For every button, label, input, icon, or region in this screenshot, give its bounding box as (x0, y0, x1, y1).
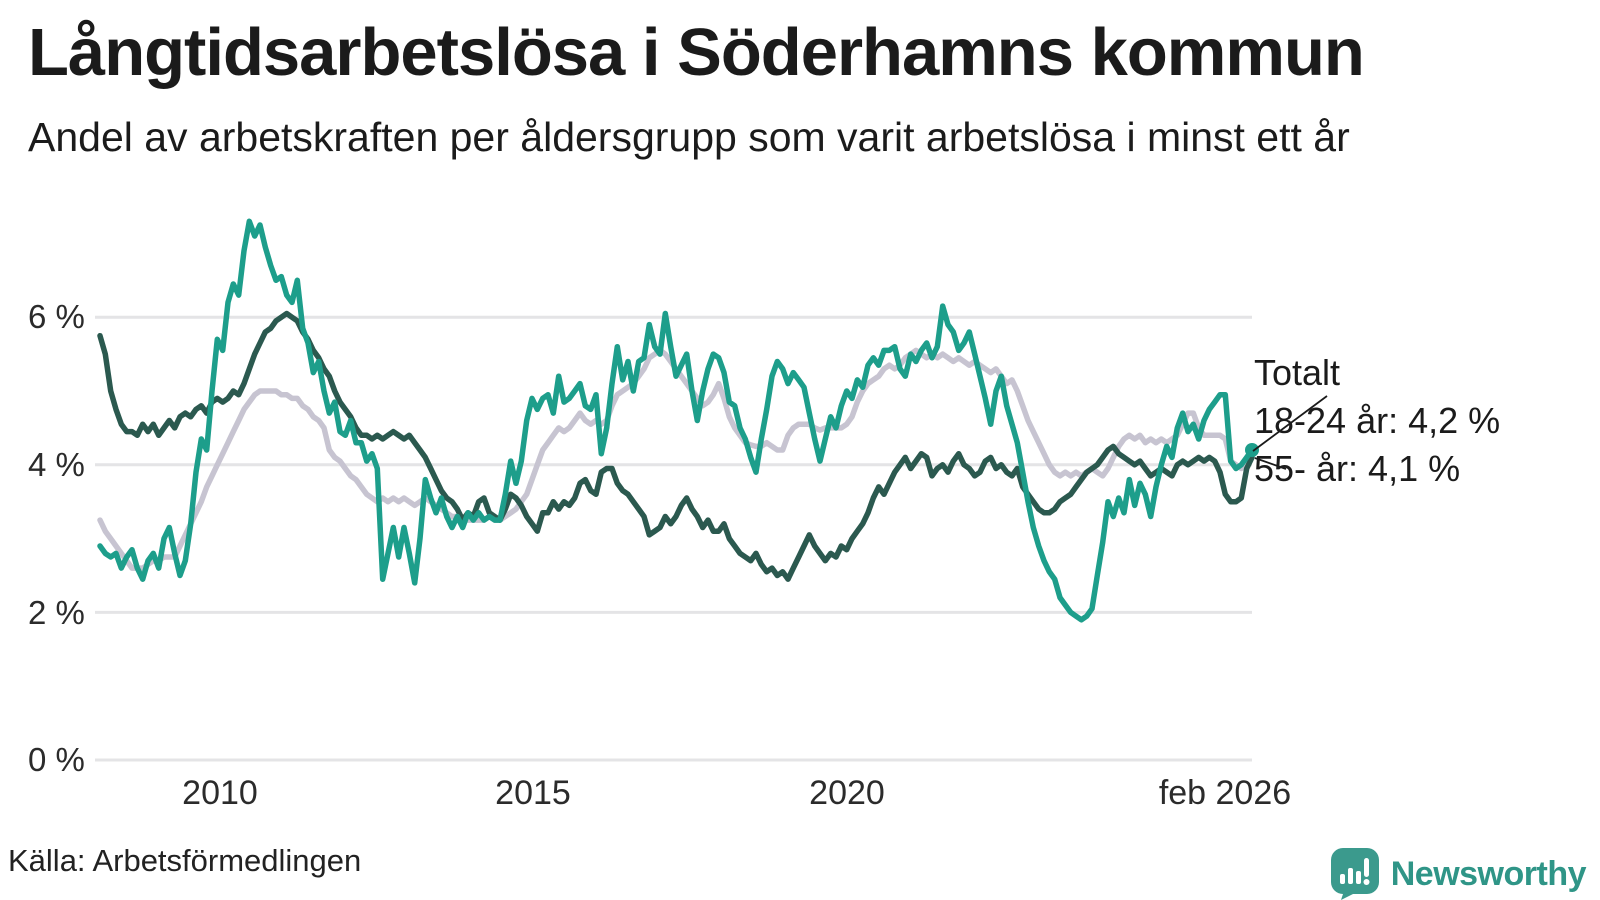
series-label-18-24: 18-24 år: 4,2 % (1254, 400, 1501, 441)
line-end-dot (1245, 443, 1259, 457)
line-55-plus (97, 310, 1255, 582)
bar-1 (1339, 874, 1345, 884)
leader-line-55-plus (1254, 457, 1287, 470)
leader-line-totalt (1252, 395, 1328, 452)
newsworthy-speech-bubble-bars-icon (1330, 848, 1379, 900)
exclamation-bar (1363, 858, 1369, 877)
bar-3 (1355, 871, 1361, 884)
x-tick-2020: 2020 (809, 774, 885, 812)
speech-bubble-shape (1330, 848, 1379, 900)
x-tick-feb2026: feb 2026 (1158, 774, 1292, 812)
y-tick-6pct: 6 % (28, 298, 85, 335)
series-label-55-plus: 55- år: 4,1 % (1254, 448, 1461, 489)
series-label-totalt: Totalt (1254, 352, 1341, 393)
line-18-24 (97, 218, 1255, 623)
newsworthy-brand: Newsworthy (1330, 848, 1587, 900)
page-subtitle: Andel av arbetskraften per åldersgrupp s… (28, 114, 1350, 160)
x-tick-2015: 2015 (495, 774, 571, 812)
bar-2 (1347, 868, 1353, 884)
source-note: Källa: Arbetsförmedlingen (8, 843, 362, 878)
newsworthy-wordmark: Newsworthy (1390, 854, 1587, 893)
line-totalt (97, 347, 1255, 571)
page-title: Långtidsarbetslösa i Söderhamns kommun (28, 15, 1365, 90)
x-tick-2010: 2010 (182, 774, 258, 812)
exclamation-dot (1363, 879, 1370, 885)
y-tick-4pct: 4 % (28, 446, 85, 483)
y-tick-0pct: 0 % (28, 741, 85, 778)
y-tick-2pct: 2 % (28, 594, 85, 631)
